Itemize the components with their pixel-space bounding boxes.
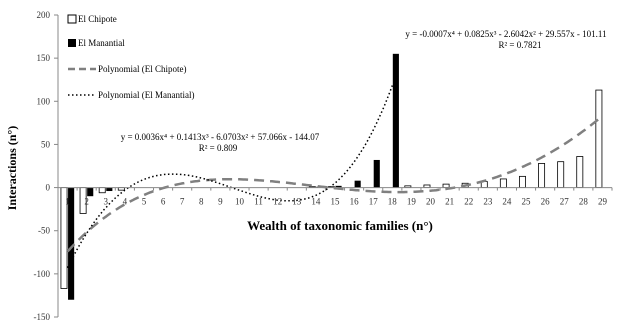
x-tick-label: 2 — [84, 197, 89, 207]
x-tick-label: 22 — [464, 197, 473, 207]
trendlines — [66, 85, 604, 269]
x-tick-label: 3 — [104, 197, 109, 207]
bar-el-chipote — [98, 187, 106, 194]
y-tick-label: 150 — [37, 53, 51, 63]
x-tick-label: 7 — [180, 197, 185, 207]
y-tick-label: 200 — [37, 10, 51, 20]
x-tick-label: 26 — [541, 197, 551, 207]
x-tick-label: 14 — [311, 197, 321, 207]
y-tick-label: 100 — [37, 96, 51, 106]
legend-swatch-el-manantial — [68, 39, 76, 47]
x-tick-label: 15 — [331, 197, 341, 207]
y-tick-label: -50 — [38, 226, 50, 236]
bars — [60, 53, 603, 300]
x-tick-label: 8 — [199, 197, 204, 207]
x-tick-label: 25 — [522, 197, 532, 207]
bar-el-manantial — [106, 187, 113, 192]
y-tick-label: 0 — [46, 183, 51, 193]
x-tick-label: 11 — [254, 197, 263, 207]
x-axis-label: Wealth of taxonomic families (n°) — [247, 218, 433, 233]
bar-el-chipote — [538, 163, 546, 188]
x-axis: 1 2 3 4 5 6 7 8 9 10 11 12 13 14 15 16 17 18 19 20 21 22 23 24 2… — [58, 187, 613, 207]
x-tick-label: 10 — [235, 197, 245, 207]
bar-el-chipote — [519, 175, 526, 188]
y-tick-label: 50 — [41, 139, 51, 149]
bar-el-chipote — [499, 178, 507, 188]
r2-el-manantial: R² = 0.809 — [199, 143, 238, 153]
bar-el-manantial — [354, 180, 361, 188]
y-tick-label: -100 — [34, 269, 51, 279]
y-axis-label: Interactions (n°) — [5, 126, 19, 210]
legend-label-el-manantial: El Manantial — [78, 38, 125, 48]
x-tick-label: 19 — [407, 197, 417, 207]
bar-el-manantial — [335, 185, 342, 188]
legend-label-el-chipote: El Chipote — [78, 14, 117, 24]
equation-el-manantial: y = 0.0036x⁴ + 0.1413x³ - 6.0703x² + 57.… — [121, 132, 320, 142]
legend: El Chipote El Manantial Polynomial (El C… — [67, 14, 194, 100]
x-tick-label: 12 — [273, 197, 282, 207]
bar-el-manantial — [392, 53, 399, 188]
x-tick-label: 21 — [445, 197, 454, 207]
x-tick-label: 27 — [560, 197, 570, 207]
bar-el-chipote — [576, 156, 584, 188]
x-tick-label: 5 — [142, 197, 147, 207]
y-tick-label: -150 — [34, 312, 51, 322]
x-tick-label: 24 — [502, 197, 512, 207]
legend-label-poly-el-manantial: Polynomial (El Manantial) — [98, 90, 194, 100]
legend-swatch-el-chipote — [67, 14, 77, 24]
x-tick-label: 1 — [65, 197, 70, 207]
bar-el-chipote — [442, 183, 450, 188]
x-tick-label: 9 — [218, 197, 223, 207]
y-axis: -150 -100 -50 0 50 100 150 200 — [34, 10, 59, 322]
x-tick-label: 4 — [123, 197, 128, 207]
equation-el-chipote: y = -0.0007x⁴ + 0.0825x³ - 2.6042x² + 29… — [405, 29, 606, 39]
trendline-el-chipote — [66, 115, 604, 253]
bar-el-chipote — [595, 89, 603, 188]
x-tick-label: 13 — [292, 197, 302, 207]
trendline-el-manantial — [66, 85, 394, 269]
legend-label-poly-el-chipote: Polynomial (El Chipote) — [98, 64, 187, 74]
x-tick-label: 6 — [161, 197, 166, 207]
bar-el-manantial — [87, 187, 94, 197]
x-tick-label: 18 — [388, 197, 398, 207]
x-tick-label: 23 — [483, 197, 493, 207]
x-tick-label: 20 — [426, 197, 436, 207]
bar-el-manantial — [373, 159, 380, 188]
x-tick-label: 29 — [598, 197, 608, 207]
x-tick-label: 16 — [350, 197, 360, 207]
r2-el-chipote: R² = 0.7821 — [498, 40, 541, 50]
x-tick-label: 17 — [369, 197, 379, 207]
x-tick-label: 28 — [579, 197, 589, 207]
bar-el-chipote — [557, 161, 565, 188]
bar-el-manantial — [68, 187, 75, 300]
